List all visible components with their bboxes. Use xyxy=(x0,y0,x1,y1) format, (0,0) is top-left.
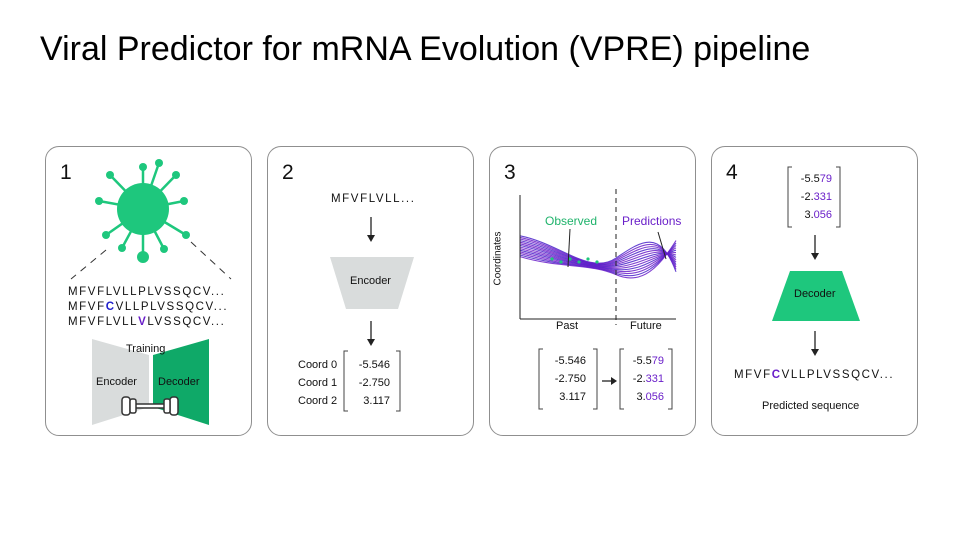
panel-training: 1 xyxy=(45,146,252,436)
past-value-1: -2.750 xyxy=(554,373,586,385)
x-label-future: Future xyxy=(630,320,662,332)
predicted-value-2: 3.056 xyxy=(626,391,664,403)
input-value-0: -5.579 xyxy=(794,173,832,185)
panel-encoding: 2 MFVFLVLL... Encoder Coord 0 Coord 1 Co… xyxy=(267,146,474,436)
decoder-label: Decoder xyxy=(794,288,836,300)
coord-value-0: -5.546 xyxy=(358,359,390,371)
trajectory-plot xyxy=(519,189,677,325)
mutation-residue: V xyxy=(138,316,148,328)
value-changed-digits: 331 xyxy=(813,191,832,203)
value-changed-digits: 331 xyxy=(645,373,664,385)
value-changed-digits: 79 xyxy=(651,355,664,367)
observed-point xyxy=(559,260,563,264)
decoder-shape xyxy=(772,271,860,321)
value-changed-digits: 056 xyxy=(813,209,832,221)
vector-brackets xyxy=(343,350,401,412)
arrow-right-icon xyxy=(602,377,617,385)
value-base: -2. xyxy=(632,373,646,385)
panel-number: 4 xyxy=(726,161,738,184)
observed-point xyxy=(577,260,581,264)
sequence-prefix: MFVFLVLL xyxy=(68,316,139,328)
encoder-label: Encoder xyxy=(96,376,137,388)
arrow-down-icon xyxy=(811,235,819,260)
value-base: -5.5 xyxy=(632,355,652,367)
value-base: 3. xyxy=(636,391,646,403)
panel-decoding: 4 -5.579 -2.331 3.056 Decoder MFVFCVLLPL… xyxy=(711,146,918,436)
y-axis-label: Coordinates xyxy=(492,231,504,286)
predicted-sequence-caption: Predicted sequence xyxy=(762,400,860,412)
input-value-2: 3.056 xyxy=(794,209,832,221)
past-value-2: 3.117 xyxy=(559,391,586,403)
trajectory-line xyxy=(519,238,677,268)
trajectory-line xyxy=(519,248,677,269)
panel-forecasting: 3 Observed Predictions Coordinates Past … xyxy=(489,146,696,436)
dumbbell-icon xyxy=(121,396,179,416)
encoder-shape xyxy=(330,257,414,309)
sequence-suffix: VLLPLVSSQCV... xyxy=(115,301,229,313)
past-value-0: -5.546 xyxy=(554,355,586,367)
coord-label-0: Coord 0 xyxy=(298,359,338,371)
page-title: Viral Predictor for mRNA Evolution (VPRE… xyxy=(40,30,811,68)
sequence-line-2: MFVFCVLLPLVSSQCV... xyxy=(68,301,228,313)
predicted-value-1: -2.331 xyxy=(626,373,664,385)
predictions-pointer xyxy=(657,231,667,260)
sequence-suffix: LVSSQCV... xyxy=(147,316,226,328)
value-changed-digits: 79 xyxy=(819,173,832,185)
sequence-line-3: MFVFLVLLVLVSSQCV... xyxy=(68,316,225,328)
virus-icon xyxy=(70,159,232,280)
observed-point xyxy=(550,257,554,261)
trajectory-line xyxy=(519,236,677,270)
coord-label-2: Coord 2 xyxy=(298,395,338,407)
trajectory-line xyxy=(519,246,677,268)
value-base: -2. xyxy=(800,191,814,203)
coord-label-1: Coord 1 xyxy=(298,377,338,389)
predicted-sequence: MFVFCVLLPLVSSQCV... xyxy=(734,369,894,381)
decoder-label: Decoder xyxy=(158,376,200,388)
trajectory-line xyxy=(519,235,677,272)
value-changed-digits: 056 xyxy=(645,391,664,403)
observed-point xyxy=(568,257,572,261)
arrow-down-icon xyxy=(367,217,375,242)
vector-brackets xyxy=(787,166,841,228)
observed-point xyxy=(595,260,599,264)
arrow-down-icon xyxy=(367,321,375,346)
sequence-suffix: VLLPLVSSQCV... xyxy=(781,369,895,381)
sequence-line-1: MFVFLVLLPLVSSQCV... xyxy=(68,286,226,298)
coord-value-2: 3.117 xyxy=(363,395,390,407)
vector-brackets xyxy=(538,348,673,410)
input-sequence: MFVFLVLL... xyxy=(331,193,416,205)
predictions-label: Predictions xyxy=(622,214,682,228)
arrow-down-icon xyxy=(811,331,819,356)
panel-number: 3 xyxy=(504,161,516,184)
input-value-1: -2.331 xyxy=(794,191,832,203)
x-label-past: Past xyxy=(556,320,579,332)
sequence-prefix: MFVF xyxy=(68,301,106,313)
encoder-label: Encoder xyxy=(350,275,391,287)
observed-point xyxy=(586,257,590,261)
value-base: -5.5 xyxy=(800,173,820,185)
panel-number: 2 xyxy=(282,161,294,184)
sequence-prefix: MFVF xyxy=(734,369,772,381)
mutation-residue: C xyxy=(771,369,782,381)
mutation-residue: C xyxy=(105,301,116,313)
predicted-value-0: -5.579 xyxy=(626,355,664,367)
observed-label: Observed xyxy=(545,214,598,228)
panel-number: 1 xyxy=(60,161,72,184)
value-base: 3. xyxy=(804,209,814,221)
training-label: Training xyxy=(126,343,166,355)
coord-value-1: -2.750 xyxy=(358,377,390,389)
observed-pointer xyxy=(567,228,571,268)
